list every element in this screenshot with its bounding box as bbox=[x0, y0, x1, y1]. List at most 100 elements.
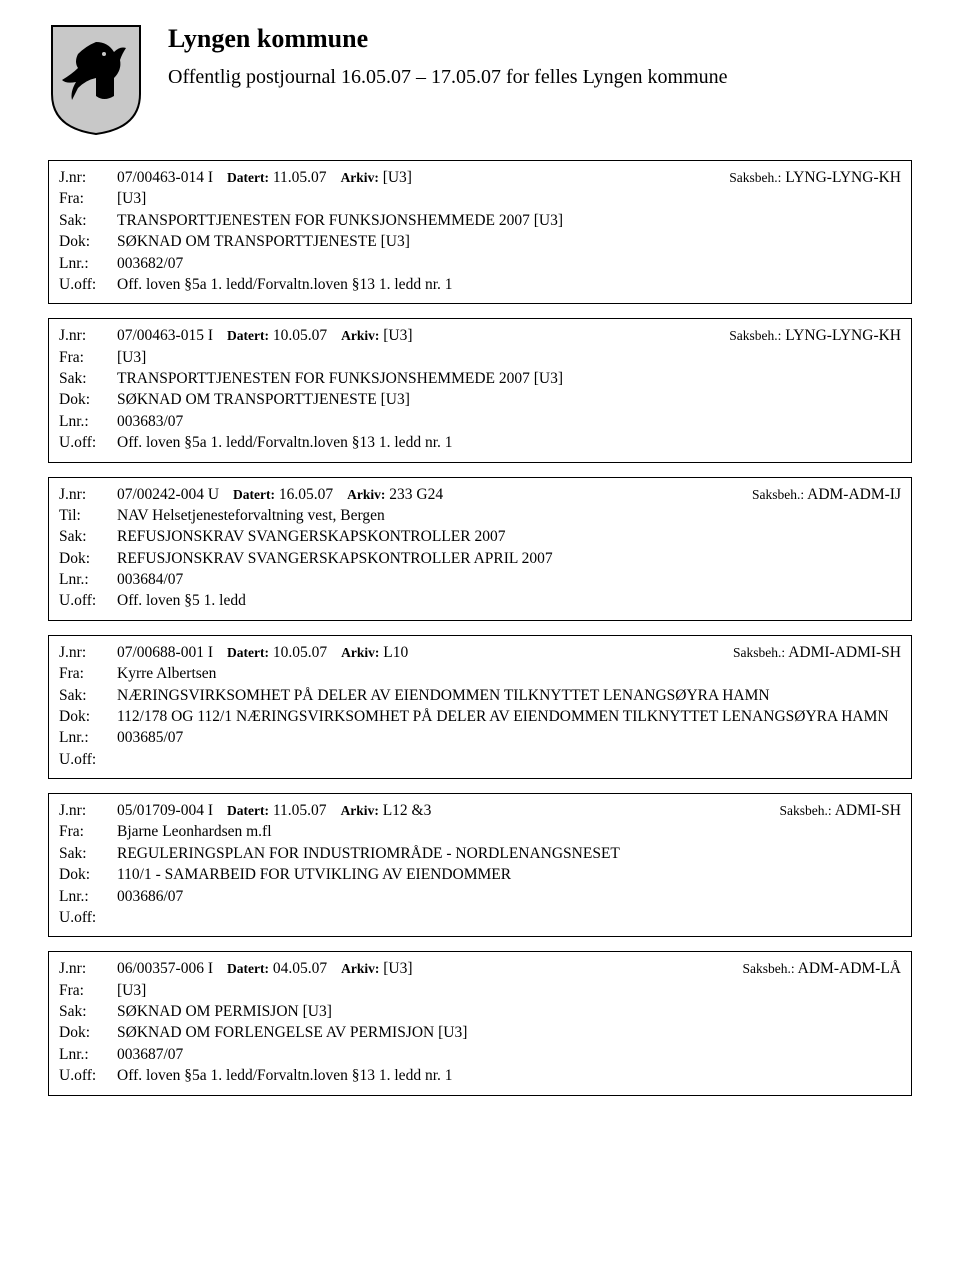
arkiv-label: Arkiv: bbox=[341, 961, 379, 976]
records-list: J.nr:07/00463-014 IDatert: 11.05.07Arkiv… bbox=[48, 160, 912, 1096]
uoff-row: U.off: bbox=[59, 907, 901, 928]
sak-row: Sak:TRANSPORTTJENESTEN FOR FUNKSJONSHEMM… bbox=[59, 210, 901, 231]
sak-row: Sak:NÆRINGSVIRKSOMHET PÅ DELER AV EIENDO… bbox=[59, 685, 901, 706]
dok-row: Dok:112/178 OG 112/1 NÆRINGSVIRKSOMHET P… bbox=[59, 706, 901, 727]
lnr-value: 003687/07 bbox=[117, 1044, 901, 1065]
party-label: Fra: bbox=[59, 821, 117, 842]
lnr-label: Lnr.: bbox=[59, 411, 117, 432]
datert-value: 10.05.07 bbox=[273, 644, 327, 661]
dok-value: 110/1 - SAMARBEID FOR UTVIKLING AV EIEND… bbox=[117, 864, 901, 885]
datert-label: Datert: bbox=[227, 803, 269, 818]
arkiv-label: Arkiv: bbox=[341, 803, 379, 818]
uoff-value: Off. loven §5a 1. ledd/Forvaltn.loven §1… bbox=[117, 432, 901, 453]
journal-record: J.nr:05/01709-004 IDatert: 11.05.07Arkiv… bbox=[48, 793, 912, 937]
jnr-value: 05/01709-004 I bbox=[117, 800, 213, 821]
lnr-value: 003683/07 bbox=[117, 411, 901, 432]
page-title: Lyngen kommune bbox=[168, 24, 728, 54]
saksbeh-label: Saksbeh.: bbox=[729, 170, 781, 185]
jnr-row: J.nr:06/00357-006 IDatert: 04.05.07Arkiv… bbox=[59, 958, 901, 979]
dok-label: Dok: bbox=[59, 389, 117, 410]
header-text-block: Lyngen kommune Offentlig postjournal 16.… bbox=[168, 24, 728, 91]
party-value: Bjarne Leonhardsen m.fl bbox=[117, 821, 901, 842]
jnr-row: J.nr:07/00688-001 IDatert: 10.05.07Arkiv… bbox=[59, 642, 901, 663]
lnr-row: Lnr.:003685/07 bbox=[59, 727, 901, 748]
jnr-value: 07/00463-015 I bbox=[117, 325, 213, 346]
arkiv-value: [U3] bbox=[383, 169, 412, 186]
page-header: Lyngen kommune Offentlig postjournal 16.… bbox=[48, 24, 912, 136]
dok-row: Dok:SØKNAD OM FORLENGELSE AV PERMISJON [… bbox=[59, 1022, 901, 1043]
dok-label: Dok: bbox=[59, 231, 117, 252]
saksbeh-value: ADM-ADM-LÅ bbox=[798, 960, 901, 977]
arkiv-value: [U3] bbox=[383, 960, 412, 977]
sak-label: Sak: bbox=[59, 843, 117, 864]
jnr-label: J.nr: bbox=[59, 642, 117, 663]
journal-record: J.nr:07/00242-004 UDatert: 16.05.07Arkiv… bbox=[48, 477, 912, 621]
party-label: Fra: bbox=[59, 663, 117, 684]
sak-row: Sak:SØKNAD OM PERMISJON [U3] bbox=[59, 1001, 901, 1022]
sak-value: REGULERINGSPLAN FOR INDUSTRIOMRÅDE - NOR… bbox=[117, 843, 901, 864]
party-row: Til:NAV Helsetjenesteforvaltning vest, B… bbox=[59, 505, 901, 526]
sak-value: TRANSPORTTJENESTEN FOR FUNKSJONSHEMMEDE … bbox=[117, 210, 901, 231]
jnr-value: 07/00688-001 I bbox=[117, 642, 213, 663]
arkiv-value: 233 G24 bbox=[389, 486, 443, 503]
dok-label: Dok: bbox=[59, 706, 117, 727]
party-row: Fra:[U3] bbox=[59, 347, 901, 368]
sak-label: Sak: bbox=[59, 368, 117, 389]
dok-value: 112/178 OG 112/1 NÆRINGSVIRKSOMHET PÅ DE… bbox=[117, 706, 901, 727]
arkiv-label: Arkiv: bbox=[347, 487, 385, 502]
municipality-shield-icon bbox=[48, 24, 144, 136]
dok-value: SØKNAD OM TRANSPORTTJENESTE [U3] bbox=[117, 389, 901, 410]
uoff-row: U.off:Off. loven §5a 1. ledd/Forvaltn.lo… bbox=[59, 1065, 901, 1086]
uoff-value: Off. loven §5a 1. ledd/Forvaltn.loven §1… bbox=[117, 274, 901, 295]
page-subtitle: Offentlig postjournal 16.05.07 – 17.05.0… bbox=[168, 64, 728, 91]
uoff-label: U.off: bbox=[59, 274, 117, 295]
party-value: [U3] bbox=[117, 188, 901, 209]
jnr-row: J.nr:05/01709-004 IDatert: 11.05.07Arkiv… bbox=[59, 800, 901, 821]
party-value: NAV Helsetjenesteforvaltning vest, Berge… bbox=[117, 505, 901, 526]
arkiv-value: L12 &3 bbox=[383, 802, 432, 819]
arkiv-value: L10 bbox=[383, 644, 408, 661]
uoff-value: Off. loven §5a 1. ledd/Forvaltn.loven §1… bbox=[117, 1065, 901, 1086]
sak-row: Sak:REGULERINGSPLAN FOR INDUSTRIOMRÅDE -… bbox=[59, 843, 901, 864]
jnr-value: 07/00242-004 U bbox=[117, 484, 219, 505]
saksbeh-label: Saksbeh.: bbox=[733, 645, 785, 660]
jnr-value: 07/00463-014 I bbox=[117, 167, 213, 188]
datert-value: 04.05.07 bbox=[273, 960, 327, 977]
uoff-row: U.off:Off. loven §5a 1. ledd/Forvaltn.lo… bbox=[59, 432, 901, 453]
dok-row: Dok:110/1 - SAMARBEID FOR UTVIKLING AV E… bbox=[59, 864, 901, 885]
saksbeh-label: Saksbeh.: bbox=[743, 961, 795, 976]
dok-row: Dok:SØKNAD OM TRANSPORTTJENESTE [U3] bbox=[59, 231, 901, 252]
lnr-row: Lnr.:003686/07 bbox=[59, 886, 901, 907]
dok-row: Dok:REFUSJONSKRAV SVANGERSKAPSKONTROLLER… bbox=[59, 548, 901, 569]
lnr-value: 003685/07 bbox=[117, 727, 901, 748]
party-row: Fra:Kyrre Albertsen bbox=[59, 663, 901, 684]
dok-value: SØKNAD OM TRANSPORTTJENESTE [U3] bbox=[117, 231, 901, 252]
uoff-label: U.off: bbox=[59, 749, 117, 770]
lnr-label: Lnr.: bbox=[59, 727, 117, 748]
jnr-label: J.nr: bbox=[59, 958, 117, 979]
lnr-label: Lnr.: bbox=[59, 253, 117, 274]
party-row: Fra:[U3] bbox=[59, 188, 901, 209]
jnr-label: J.nr: bbox=[59, 484, 117, 505]
sak-value: SØKNAD OM PERMISJON [U3] bbox=[117, 1001, 901, 1022]
journal-record: J.nr:07/00463-014 IDatert: 11.05.07Arkiv… bbox=[48, 160, 912, 304]
datert-label: Datert: bbox=[227, 170, 269, 185]
party-value: [U3] bbox=[117, 347, 901, 368]
dok-value: REFUSJONSKRAV SVANGERSKAPSKONTROLLER APR… bbox=[117, 548, 901, 569]
datert-label: Datert: bbox=[227, 961, 269, 976]
uoff-label: U.off: bbox=[59, 590, 117, 611]
jnr-label: J.nr: bbox=[59, 167, 117, 188]
jnr-row: J.nr:07/00463-015 IDatert: 10.05.07Arkiv… bbox=[59, 325, 901, 346]
uoff-row: U.off:Off. loven §5a 1. ledd/Forvaltn.lo… bbox=[59, 274, 901, 295]
lnr-label: Lnr.: bbox=[59, 1044, 117, 1065]
datert-value: 10.05.07 bbox=[273, 327, 327, 344]
lnr-value: 003686/07 bbox=[117, 886, 901, 907]
journal-record: J.nr:07/00463-015 IDatert: 10.05.07Arkiv… bbox=[48, 318, 912, 462]
lnr-row: Lnr.:003684/07 bbox=[59, 569, 901, 590]
saksbeh-label: Saksbeh.: bbox=[780, 803, 832, 818]
lnr-row: Lnr.:003687/07 bbox=[59, 1044, 901, 1065]
dok-label: Dok: bbox=[59, 864, 117, 885]
uoff-label: U.off: bbox=[59, 1065, 117, 1086]
uoff-row: U.off:Off. loven §5 1. ledd bbox=[59, 590, 901, 611]
party-label: Til: bbox=[59, 505, 117, 526]
